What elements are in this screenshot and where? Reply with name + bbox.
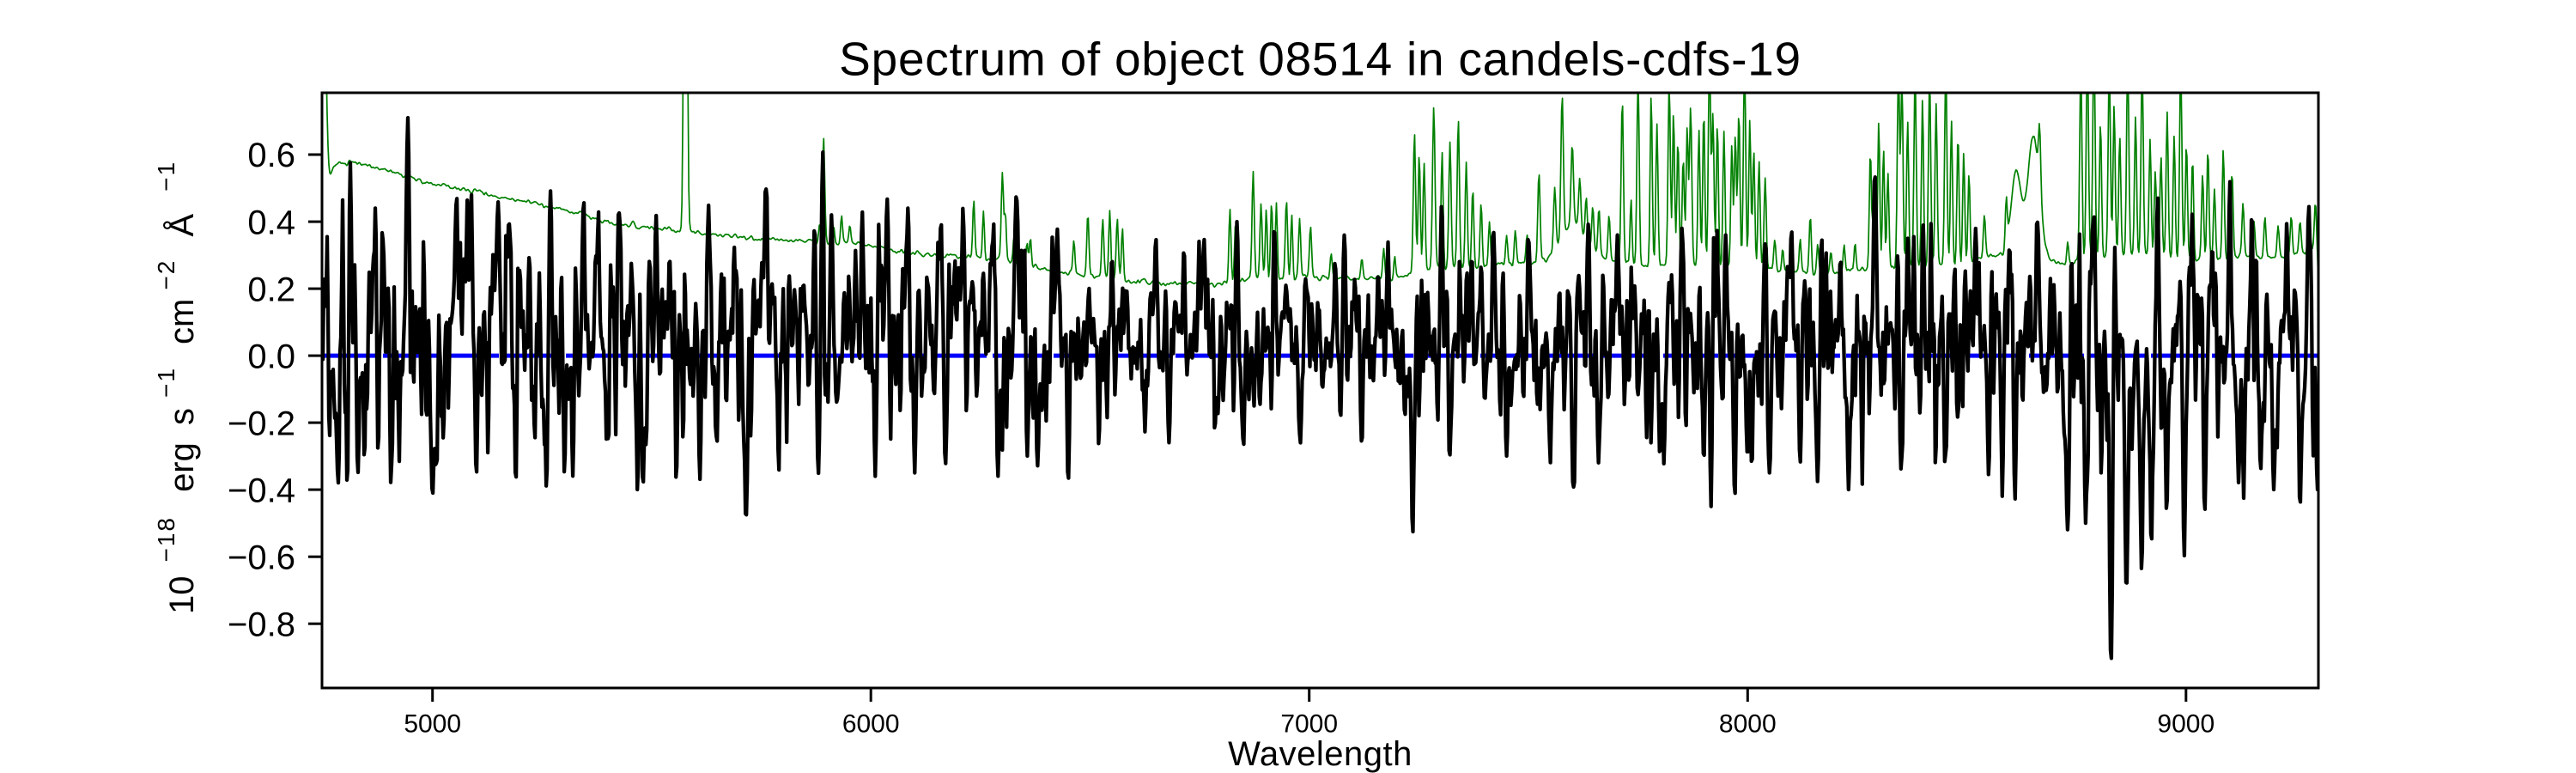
svg-text:−0.6: −0.6: [228, 539, 295, 576]
svg-text:7000: 7000: [1280, 709, 1338, 738]
svg-text:8000: 8000: [1719, 709, 1777, 738]
svg-text:−0.8: −0.8: [228, 606, 295, 643]
svg-text:Spectrum of object 08514 in ca: Spectrum of object 08514 in candels-cdfs…: [839, 33, 1801, 86]
svg-text:9000: 9000: [2157, 709, 2215, 738]
svg-text:−0.2: −0.2: [228, 405, 295, 442]
svg-text:0.6: 0.6: [247, 137, 295, 174]
svg-text:0.2: 0.2: [247, 271, 295, 308]
svg-text:10−18 erg s−1 cm−2 Å−1: 10−18 erg s−1 cm−2 Å−1: [153, 161, 201, 614]
svg-text:6000: 6000: [842, 709, 900, 738]
svg-text:−0.4: −0.4: [228, 472, 295, 509]
svg-text:Wavelength: Wavelength: [1228, 735, 1413, 773]
svg-text:0.4: 0.4: [247, 204, 295, 241]
svg-text:5000: 5000: [404, 709, 461, 738]
svg-text:0.0: 0.0: [247, 338, 295, 375]
